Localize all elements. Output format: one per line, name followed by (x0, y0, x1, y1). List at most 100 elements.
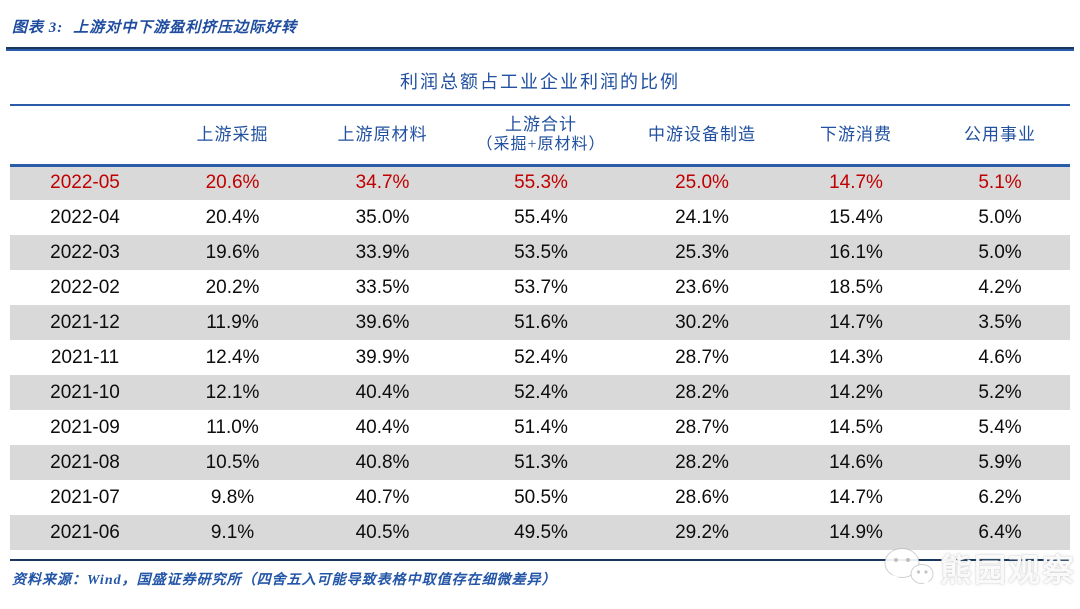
table-cell: 51.4% (514, 416, 568, 438)
table-cell: 6.4% (978, 521, 1022, 543)
table-cell: 28.7% (675, 416, 729, 438)
table-cell: 12.4% (205, 346, 260, 368)
table-row: 2022-03 19.6% 33.9% 53.5% 25.3% 16.1% 5.0% (10, 235, 1070, 270)
table-column-header: 中游设备制造 (648, 125, 756, 145)
table-cell: 53.7% (514, 276, 568, 298)
table-cell: 14.7% (829, 486, 883, 508)
table-cell: 2022-02 (50, 276, 120, 298)
table-cell: 15.4% (829, 206, 883, 228)
table-body: 2022-05 20.6% 34.7% 55.3% 25.0% 14.7% 5.1% 2022… (10, 165, 1070, 550)
table-cell: 2021-07 (50, 486, 120, 508)
table-cell: 5.0% (978, 206, 1022, 228)
table-cell: 35.0% (355, 206, 410, 228)
table-cell: 33.5% (355, 276, 410, 298)
table-cell: 6.2% (978, 486, 1022, 508)
table-column-header: 上游原材料 (337, 125, 428, 145)
table-column-header: 上游合计 （采掘+原材料） (476, 115, 606, 154)
table-row: 2021-06 9.1% 40.5% 49.5% 29.2% 14.9% 6.4% (10, 515, 1070, 550)
table-cell: 40.4% (355, 416, 410, 438)
table-column-header (10, 105, 160, 165)
table-head: 上游采掘 上游原材料 上游合计 （采掘+原材料） 中游设备制造 下游消费 公用事业 (10, 105, 1070, 165)
table-cell: 18.5% (829, 276, 883, 298)
table-cell: 12.1% (205, 381, 260, 403)
table-cell: 2021-06 (50, 521, 120, 543)
table-title: 利润总额占工业企业利润的比例 (400, 72, 680, 92)
table-cell: 53.5% (514, 241, 568, 263)
table-cell: 39.9% (355, 346, 410, 368)
table-row: 2022-04 20.4% 35.0% 55.4% 24.1% 15.4% 5.0% (10, 200, 1070, 235)
table-cell: 2021-10 (50, 381, 120, 403)
table-cell: 5.9% (978, 451, 1022, 473)
table-cell: 24.1% (675, 206, 729, 228)
table-header-row: 上游采掘 上游原材料 上游合计 （采掘+原材料） 中游设备制造 下游消费 公用事业 (10, 105, 1070, 165)
table-cell: 28.2% (675, 451, 729, 473)
table-cell: 25.0% (675, 172, 729, 194)
table-cell: 2022-05 (50, 172, 120, 194)
table-cell: 14.3% (829, 346, 883, 368)
table-row: 2021-09 11.0% 40.4% 51.4% 28.7% 14.5% 5.4% (10, 410, 1070, 445)
table-cell: 40.4% (355, 381, 410, 403)
table-cell: 20.4% (205, 206, 260, 228)
table-cell: 28.2% (675, 381, 729, 403)
table-cell: 4.6% (978, 346, 1022, 368)
table-cell: 11.0% (206, 416, 259, 438)
table-cell: 14.6% (829, 451, 883, 473)
table-row: 2021-10 12.1% 40.4% 52.4% 28.2% 14.2% 5.2% (10, 375, 1070, 410)
table-container: 利润总额占工业企业利润的比例 上游采掘 上游原材料 上游合计 （采掘+原材料） 中游设备… (10, 51, 1070, 561)
table-cell: 20.2% (205, 276, 260, 298)
table-cell: 9.8% (210, 486, 255, 508)
table-cell: 14.7% (829, 311, 883, 333)
table-column-header: 上游采掘 (196, 125, 269, 145)
table-cell: 16.1% (829, 241, 883, 263)
table-cell: 10.5% (205, 451, 260, 473)
table-cell: 28.7% (675, 346, 729, 368)
table-row: 2021-11 12.4% 39.9% 52.4% 28.7% 14.3% 4.6% (10, 340, 1070, 375)
table-cell: 29.2% (675, 521, 729, 543)
table-cell: 14.9% (829, 521, 883, 543)
table-cell: 33.9% (355, 241, 410, 263)
table-cell: 5.4% (978, 416, 1022, 438)
table-cell: 14.5% (829, 416, 883, 438)
table-row: 2022-05 20.6% 34.7% 55.3% 25.0% 14.7% 5.1% (10, 165, 1070, 200)
table-cell: 5.1% (978, 172, 1022, 194)
table-row: 2021-07 9.8% 40.7% 50.5% 28.6% 14.7% 6.2% (10, 480, 1070, 515)
table-cell: 55.4% (514, 206, 568, 228)
table-cell: 30.2% (675, 311, 729, 333)
table-cell: 4.2% (978, 276, 1022, 298)
table-cell: 40.7% (355, 486, 410, 508)
table-cell: 2022-03 (50, 241, 120, 263)
figure-header: 图表 3: 上游对中下游盈利挤压边际好转 (0, 0, 1080, 45)
table-cell: 9.1% (210, 521, 255, 543)
table-cell: 51.3% (514, 451, 568, 473)
figure-label: 图表 3: (12, 20, 64, 36)
figure-title: 上游对中下游盈利挤压边际好转 (73, 20, 298, 36)
table-cell: 25.3% (675, 241, 729, 263)
table-cell: 50.5% (514, 486, 568, 508)
table-cell: 52.4% (514, 381, 568, 403)
table-row: 2021-08 10.5% 40.8% 51.3% 28.2% 14.6% 5.9% (10, 445, 1070, 480)
table-cell: 40.5% (355, 521, 410, 543)
table-row: 2022-02 20.2% 33.5% 53.7% 23.6% 18.5% 4.2% (10, 270, 1070, 305)
table-row: 2021-12 11.9% 39.6% 51.6% 30.2% 14.7% 3.5% (10, 305, 1070, 340)
table-cell: 39.6% (355, 311, 410, 333)
table-cell: 51.6% (514, 311, 568, 333)
table-cell: 28.6% (675, 486, 729, 508)
table-cell: 14.2% (829, 381, 883, 403)
table-column-header: 下游消费 (820, 125, 892, 145)
header-divider-line (6, 47, 1074, 51)
table-cell: 14.7% (829, 172, 883, 194)
profit-share-table: 上游采掘 上游原材料 上游合计 （采掘+原材料） 中游设备制造 下游消费 公用事业 2022… (10, 104, 1070, 550)
table-cell: 3.5% (978, 311, 1022, 333)
table-column-header: 公用事业 (964, 125, 1036, 145)
table-cell: 5.2% (978, 381, 1022, 403)
footer-divider-line (10, 559, 1070, 561)
table-cell: 2021-11 (50, 346, 120, 368)
table-cell: 55.3% (514, 172, 568, 194)
table-cell: 23.6% (675, 276, 729, 298)
table-cell: 49.5% (514, 521, 568, 543)
table-cell: 2021-12 (50, 311, 120, 333)
table-cell: 34.7% (355, 172, 410, 194)
table-cell: 20.6% (205, 172, 260, 194)
table-cell: 11.9% (206, 311, 259, 333)
table-cell: 52.4% (514, 346, 568, 368)
